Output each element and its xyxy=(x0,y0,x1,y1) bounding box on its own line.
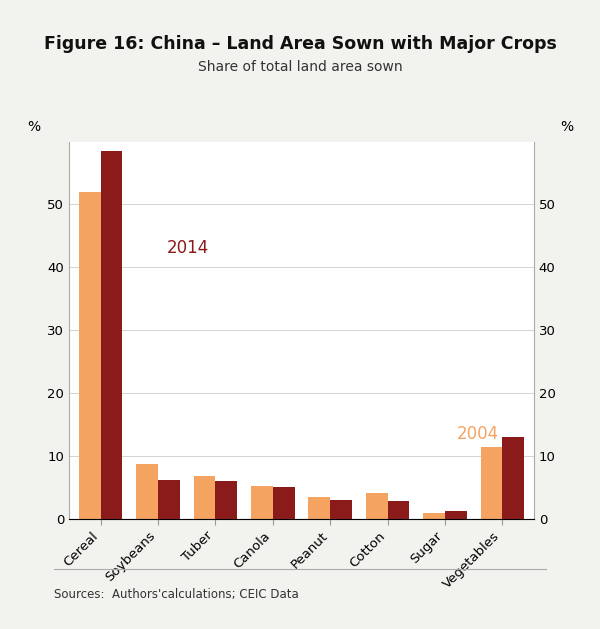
Bar xyxy=(423,513,445,519)
Bar xyxy=(308,497,330,519)
Bar xyxy=(101,151,122,519)
Bar xyxy=(251,486,273,519)
Bar xyxy=(215,481,237,519)
Text: Sources:  Authors'calculations; CEIC Data: Sources: Authors'calculations; CEIC Data xyxy=(54,588,299,601)
Text: 2004: 2004 xyxy=(457,425,499,443)
Bar xyxy=(366,493,388,519)
Text: Figure 16: China – Land Area Sown with Major Crops: Figure 16: China – Land Area Sown with M… xyxy=(44,35,556,53)
Bar xyxy=(388,501,409,519)
Bar xyxy=(273,487,295,519)
Text: 2014: 2014 xyxy=(167,240,209,257)
Bar xyxy=(158,480,180,519)
Bar xyxy=(79,192,101,519)
Bar xyxy=(136,464,158,519)
Bar xyxy=(445,511,467,519)
Bar xyxy=(330,500,352,519)
Bar xyxy=(481,447,502,519)
Text: %: % xyxy=(27,120,40,134)
Bar xyxy=(194,476,215,519)
Text: %: % xyxy=(560,120,574,134)
Text: Share of total land area sown: Share of total land area sown xyxy=(197,60,403,74)
Bar xyxy=(502,437,524,519)
